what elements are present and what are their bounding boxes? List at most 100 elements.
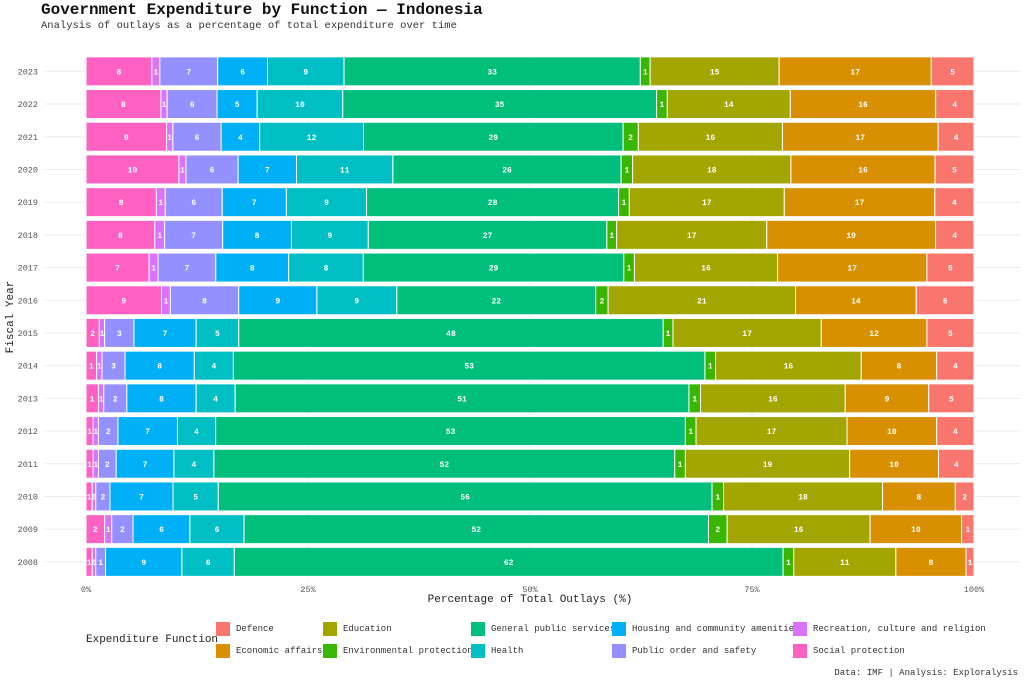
bar-segment — [789, 89, 937, 120]
x-tick-label: 25% — [300, 585, 316, 595]
x-tick-labels: 0% 25% 50% 75% 100% — [81, 585, 985, 595]
segment-label: 9 — [124, 134, 129, 143]
segment-label: 16 — [784, 363, 794, 372]
stacked-bar-chart: 8 1 7 6 9 33 1 15 17 58 1 6 5 10 35 1 14 16 49 1 6 4 12 29 2 16 17… — [5, 55, 1020, 595]
legend-item: Public order and safety — [612, 644, 756, 658]
bar-segment — [117, 416, 178, 447]
bar-segment — [781, 121, 939, 152]
chart-title: Government Expenditure by Function — Ind… — [41, 1, 483, 19]
segment-label: 1 — [715, 493, 720, 502]
bar-segment — [85, 154, 180, 185]
bar-segment — [928, 383, 975, 414]
segment-label: 6 — [195, 134, 200, 143]
caption: Data: IMF | Analysis: Exploralysis — [834, 668, 1018, 678]
bar-segment — [869, 514, 963, 545]
bar-segment — [166, 89, 218, 120]
y-tick-label: 2008 — [18, 558, 38, 568]
bar-segment — [936, 350, 975, 381]
bar-segment — [215, 416, 686, 447]
bar-segment — [363, 121, 624, 152]
legend-item: General public services — [471, 622, 615, 636]
bar-segment — [936, 416, 975, 447]
segment-label: 15 — [710, 68, 720, 77]
bar-segment — [778, 56, 932, 87]
y-tick-label: 2010 — [18, 492, 38, 502]
bar-segment — [649, 56, 780, 87]
segment-label: 1 — [708, 363, 713, 372]
segment-label: 4 — [954, 461, 959, 470]
y-tick-label: 2014 — [18, 362, 38, 372]
segment-label: 4 — [952, 101, 957, 110]
segment-label: 10 — [128, 166, 138, 175]
bar-segment — [217, 481, 713, 512]
legend-swatch — [216, 644, 230, 658]
segment-label: 9 — [324, 199, 329, 208]
segment-label: 16 — [794, 526, 804, 535]
legend-title: Expenditure Function — [86, 634, 219, 646]
bar-segment — [632, 154, 792, 185]
segment-label: 4 — [238, 134, 243, 143]
segment-label: 8 — [121, 101, 126, 110]
legend-swatch — [612, 644, 626, 658]
legend-label: Social protection — [813, 646, 905, 656]
segment-label: 5 — [948, 265, 953, 274]
segment-label: 7 — [265, 166, 270, 175]
segment-label: 53 — [464, 363, 474, 372]
segment-label: 1 — [87, 461, 92, 470]
segment-label: 1 — [87, 493, 92, 502]
segment-label: 12 — [307, 134, 317, 143]
segment-label: 8 — [118, 232, 123, 241]
bar-segment — [684, 448, 851, 479]
y-tick-label: 2021 — [18, 133, 38, 143]
bar-segment — [926, 252, 975, 283]
y-tick-label: 2015 — [18, 329, 38, 339]
segment-label: 17 — [702, 199, 712, 208]
bar-segment — [215, 252, 290, 283]
bar-segment — [172, 121, 222, 152]
segment-label: 7 — [163, 330, 168, 339]
y-tick-label: 2023 — [18, 67, 38, 77]
segment-label: 21 — [697, 297, 707, 306]
bar-segment — [85, 121, 168, 152]
x-tick-label: 100% — [964, 585, 985, 595]
segment-label: 2 — [90, 330, 95, 339]
segment-label: 6 — [240, 68, 245, 77]
segment-label: 9 — [327, 232, 332, 241]
segment-label: 1 — [622, 199, 627, 208]
segment-label: 14 — [724, 101, 734, 110]
bar-segment — [181, 546, 235, 577]
segment-label: 7 — [186, 68, 191, 77]
bar-segment — [935, 89, 975, 120]
segment-label: 9 — [121, 297, 126, 306]
bar-segment — [267, 56, 345, 87]
segment-label: 1 — [106, 526, 111, 535]
legend-swatch — [216, 622, 230, 636]
y-tick-label: 2018 — [18, 231, 38, 241]
bar-segment — [343, 56, 641, 87]
segment-label: 1 — [93, 428, 98, 437]
segment-label: 9 — [275, 297, 280, 306]
segment-label: 1 — [666, 330, 671, 339]
segment-label: 8 — [202, 297, 207, 306]
segment-label: 11 — [340, 166, 350, 175]
segment-label: 2 — [628, 134, 633, 143]
segment-label: 17 — [687, 232, 697, 241]
bars: 8 1 7 6 9 33 1 15 17 58 1 6 5 10 35 1 14 16 49 1 6 4 12 29 2 16 17… — [85, 56, 975, 577]
legend-item: Environmental protection — [323, 644, 473, 658]
segment-label: 16 — [858, 101, 868, 110]
segment-label: 6 — [191, 199, 196, 208]
y-tick-label: 2022 — [18, 100, 38, 110]
segment-label: 0 — [92, 559, 97, 568]
segment-label: 1 — [643, 68, 648, 77]
segment-label: 4 — [953, 428, 958, 437]
segment-label: 11 — [840, 559, 850, 568]
bar-segment — [85, 89, 162, 120]
bar-segment — [172, 481, 219, 512]
bar-segment — [105, 546, 183, 577]
bar-segment — [392, 154, 622, 185]
segment-label: 1 — [158, 199, 163, 208]
segment-label: 18 — [707, 166, 717, 175]
segment-label: 29 — [488, 134, 498, 143]
segment-label: 2 — [106, 428, 111, 437]
segment-label: 8 — [929, 559, 934, 568]
